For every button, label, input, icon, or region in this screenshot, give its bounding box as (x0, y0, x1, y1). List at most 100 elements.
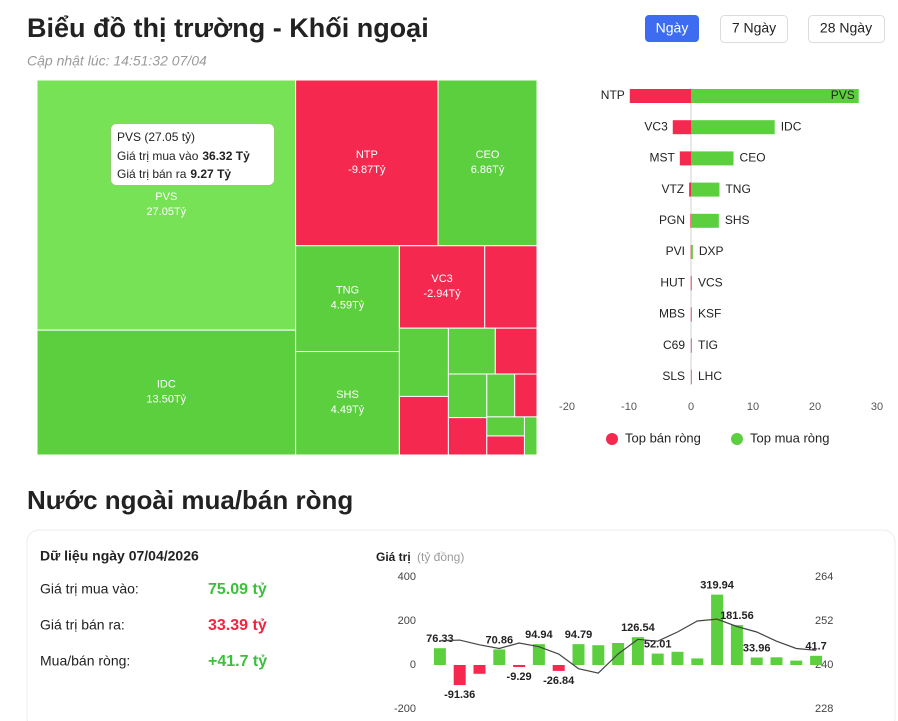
tile-name: CEO (476, 149, 500, 161)
summary-card (26, 529, 896, 721)
bar (572, 644, 585, 665)
treemap-tile (447, 373, 488, 419)
bar (631, 637, 644, 665)
tile-name: PVS (155, 191, 177, 203)
tab-bg[interactable] (720, 15, 788, 43)
treemap-tile (295, 245, 400, 353)
tile-value: -9.87Tỷ (348, 164, 386, 176)
y-axis-unit: (tỷ đồng) (417, 550, 464, 564)
bar (770, 657, 783, 665)
bar (691, 89, 859, 103)
y-tick-label: 0 (410, 659, 416, 671)
x-tick-label: 10 (747, 401, 759, 413)
value-label: -91.36 (444, 689, 475, 701)
bar (552, 665, 565, 671)
bar-label: TNG (725, 182, 750, 196)
bar-label: C69 (663, 338, 685, 352)
bar (532, 644, 545, 665)
tile-value: 4.49Tỷ (331, 404, 365, 416)
diverging-chart: -20 -10 0 10 20 30 NTP VC3 MST VTZ PGN PVI HUT MBS C69… (559, 88, 883, 445)
bar (691, 151, 734, 166)
bar-label: NTP (601, 88, 625, 102)
bar-label: SLS (662, 369, 685, 383)
treemap-tile (486, 435, 525, 456)
tab-label[interactable]: Ngày (656, 20, 689, 36)
tooltip: PVS (27.05 tỷ) Giá trị mua vào 36.32 Tỷ … (110, 123, 275, 186)
value-label: 41.7 (805, 641, 826, 653)
legend-swatch (731, 433, 743, 445)
bar (691, 245, 693, 259)
bar (672, 120, 691, 135)
tooltip-sell-value: 9.27 Tỷ (190, 167, 231, 181)
bar-label: MBS (659, 307, 685, 321)
tab-day[interactable]: Ngày (645, 15, 699, 42)
summary-label: Giá trị bán ra: (40, 617, 125, 633)
y-axis-title: Giá trị (376, 550, 411, 564)
section-title: Nước ngoài mua/bán ròng (27, 485, 353, 515)
tab-28day[interactable]: 28 Ngày (808, 15, 885, 43)
bar (493, 649, 506, 665)
update-time: Cập nhật lúc: 14:51:32 07/04 (27, 53, 207, 69)
y2-tick-label: 264 (815, 571, 833, 583)
tile-name: SHS (336, 389, 359, 401)
value-label: 94.94 (525, 629, 553, 641)
summary-value: +41.7 tỷ (208, 653, 267, 670)
tab-label[interactable]: 7 Ngày (732, 20, 776, 36)
value-label: -26.84 (543, 675, 575, 687)
summary-value: 75.09 tỷ (208, 581, 267, 598)
value-label: 94.79 (565, 629, 593, 641)
bar (473, 665, 486, 674)
bar-label: LHC (698, 369, 722, 383)
bar-label: SHS (725, 213, 750, 227)
value-label: 70.86 (486, 634, 514, 646)
tile-value: 4.59Tỷ (331, 300, 365, 312)
treemap-tile (447, 327, 496, 375)
y2-tick-label: 252 (815, 615, 833, 627)
bar (691, 369, 692, 384)
bar (679, 151, 691, 166)
bar (433, 648, 446, 665)
x-tick-label: 30 (871, 401, 883, 413)
treemap-tile (398, 395, 449, 456)
tab-label[interactable]: 28 Ngày (820, 20, 872, 36)
y-tick-label: 400 (398, 571, 416, 583)
legend-label: Top mua ròng (750, 430, 830, 445)
treemap: PVS 27.05Tỷ IDC 13.50Tỷ NTP -9.87Tỷ CEO 6.86Tỷ T… (36, 79, 538, 456)
bar (730, 625, 743, 665)
tile-name: TNG (336, 285, 359, 297)
tooltip-buy-label: Giá trị mua vào (117, 149, 199, 163)
bar (790, 660, 803, 665)
treemap-tile (36, 329, 297, 456)
treemap-tile (398, 327, 449, 397)
bar-label: TIG (698, 338, 718, 352)
legend-swatch (606, 433, 618, 445)
value-label: 76.33 (426, 633, 454, 645)
bar (513, 665, 526, 668)
tab-bg[interactable] (645, 15, 699, 42)
value-label: -9.29 (507, 671, 532, 683)
bar (711, 594, 724, 665)
value-label: 181.56 (720, 610, 754, 622)
bar (691, 213, 719, 228)
bar-label: VC3 (644, 119, 668, 133)
summary-date: Dữ liệu ngày 07/04/2026 (40, 548, 199, 564)
treemap-tile (494, 327, 538, 375)
tile-name: IDC (157, 378, 176, 390)
bar-label: IDC (781, 119, 802, 133)
tab-bg[interactable] (808, 15, 885, 43)
x-tick-label: -20 (559, 401, 575, 413)
bar (810, 655, 823, 665)
tooltip-title: PVS (27.05 tỷ) (117, 130, 195, 144)
tab-7day[interactable]: 7 Ngày (720, 15, 788, 43)
summary-label: Giá trị mua vào: (40, 581, 139, 597)
value-label: 319.94 (700, 580, 735, 592)
treemap-tile (437, 79, 538, 247)
bar (592, 645, 605, 665)
tile-name: NTP (356, 149, 378, 161)
y2-tick-label: 228 (815, 703, 833, 715)
treemap-tile (514, 373, 538, 418)
bar (691, 182, 720, 197)
bar (691, 338, 692, 353)
y-tick-label: 200 (398, 615, 416, 627)
